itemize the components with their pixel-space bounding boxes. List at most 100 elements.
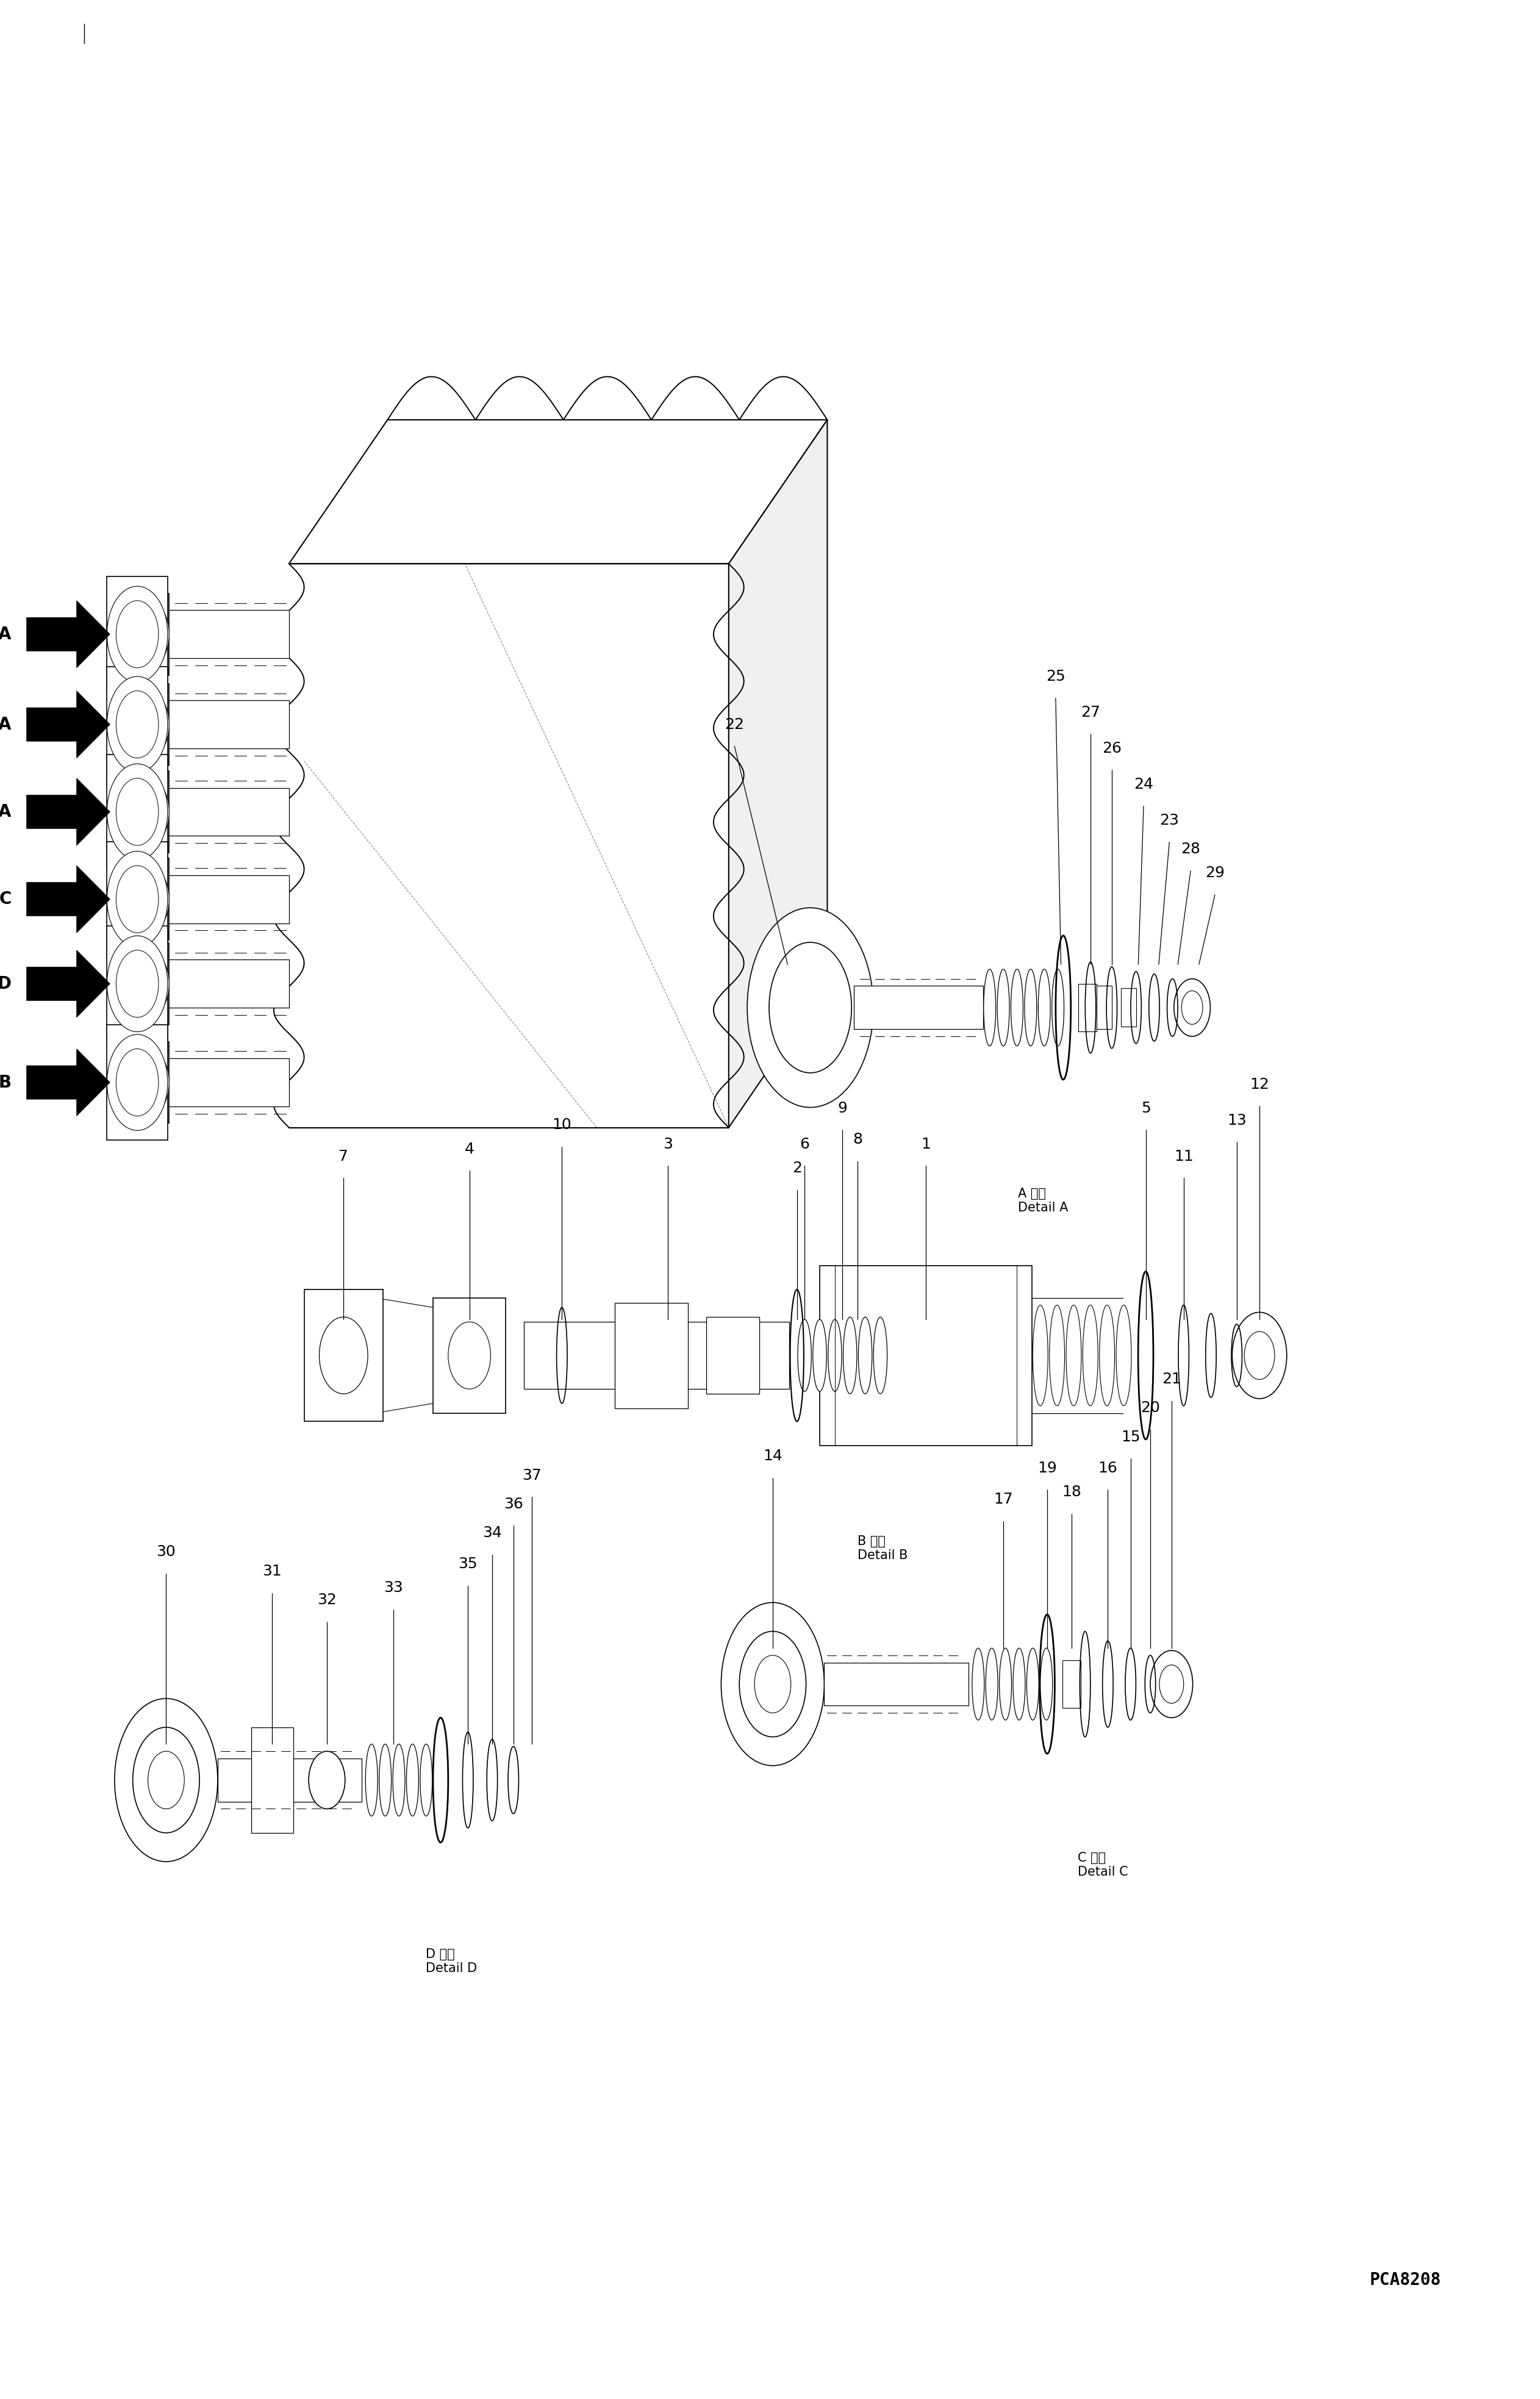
Circle shape [739,1631,805,1737]
Bar [168,1058,290,1106]
Bar [126,770,169,852]
Text: 24: 24 [1133,777,1153,792]
Polygon shape [728,420,827,1128]
Bar [824,1663,969,1706]
Text: 25: 25 [1046,669,1066,684]
Circle shape [768,943,852,1072]
Ellipse shape [1027,1648,1040,1720]
Circle shape [114,1698,217,1862]
Ellipse shape [998,969,1009,1046]
Bar [217,1758,362,1802]
Circle shape [448,1322,491,1389]
Circle shape [1244,1331,1275,1379]
Polygon shape [26,600,109,667]
Ellipse shape [393,1744,405,1816]
Text: 3: 3 [664,1137,673,1152]
Text: 15: 15 [1121,1430,1140,1444]
Text: A: A [0,715,11,734]
Bar [1096,986,1112,1029]
Circle shape [1173,979,1210,1036]
Ellipse shape [1033,1305,1047,1406]
Text: A: A [0,804,11,820]
Circle shape [308,1751,345,1809]
Circle shape [721,1603,824,1766]
Circle shape [132,1727,200,1833]
Ellipse shape [873,1317,887,1394]
Bar [705,1317,759,1394]
Text: 23: 23 [1160,813,1180,828]
Text: B: B [0,1075,11,1092]
Bar [168,960,290,1008]
Circle shape [116,950,159,1017]
Text: 28: 28 [1181,842,1200,856]
Circle shape [106,852,168,948]
Text: 21: 21 [1161,1372,1181,1387]
Ellipse shape [1041,1648,1052,1720]
Bar [524,1322,790,1389]
Circle shape [126,777,169,844]
Circle shape [106,677,168,772]
Polygon shape [26,1048,109,1116]
Bar [126,684,169,765]
Bar [168,609,290,657]
Text: 31: 31 [263,1564,282,1579]
Bar [303,1291,383,1420]
Bar [126,859,169,940]
Bar [168,787,290,835]
Circle shape [116,1048,159,1116]
Text: 7: 7 [339,1149,348,1164]
Circle shape [1232,1312,1287,1399]
Text: 32: 32 [317,1593,337,1607]
Ellipse shape [420,1744,433,1816]
Text: 27: 27 [1081,705,1100,720]
Text: PCA8208: PCA8208 [1371,2272,1441,2289]
Bar [433,1298,505,1413]
Text: 8: 8 [853,1132,862,1147]
Text: 12: 12 [1250,1077,1269,1092]
Ellipse shape [1083,1305,1098,1406]
Circle shape [116,777,159,844]
Text: 4: 4 [465,1142,474,1156]
Bar [106,926,168,1041]
Ellipse shape [972,1648,984,1720]
Text: 2: 2 [792,1161,802,1176]
Ellipse shape [1100,1305,1115,1406]
Polygon shape [26,777,109,844]
Circle shape [126,600,169,667]
Ellipse shape [1066,1305,1081,1406]
Text: 18: 18 [1061,1485,1081,1499]
Bar [126,1041,169,1123]
Bar [855,986,983,1029]
Circle shape [319,1317,368,1394]
Text: D 詳細
Detail D: D 詳細 Detail D [425,1948,477,1974]
Text: 34: 34 [482,1526,502,1540]
Ellipse shape [1013,1648,1026,1720]
Bar [819,1267,1032,1444]
Polygon shape [290,420,827,564]
Bar [614,1303,688,1408]
Text: 14: 14 [762,1449,782,1463]
Bar [126,943,169,1024]
Circle shape [148,1751,185,1809]
Circle shape [126,950,169,1017]
Ellipse shape [365,1744,377,1816]
Text: 30: 30 [157,1545,176,1559]
Circle shape [106,1034,168,1130]
Polygon shape [26,950,109,1017]
Circle shape [116,866,159,933]
Ellipse shape [1010,969,1023,1046]
Bar [126,593,169,674]
Ellipse shape [858,1317,872,1394]
Circle shape [1150,1651,1194,1718]
Text: 19: 19 [1038,1461,1056,1475]
Circle shape [106,585,168,681]
Bar [106,667,168,782]
Text: 1: 1 [921,1137,930,1152]
Circle shape [126,866,169,933]
Ellipse shape [813,1319,827,1391]
Text: D: D [0,976,11,993]
Ellipse shape [407,1744,419,1816]
Circle shape [106,936,168,1032]
Text: 5: 5 [1141,1101,1150,1116]
Ellipse shape [844,1317,856,1394]
